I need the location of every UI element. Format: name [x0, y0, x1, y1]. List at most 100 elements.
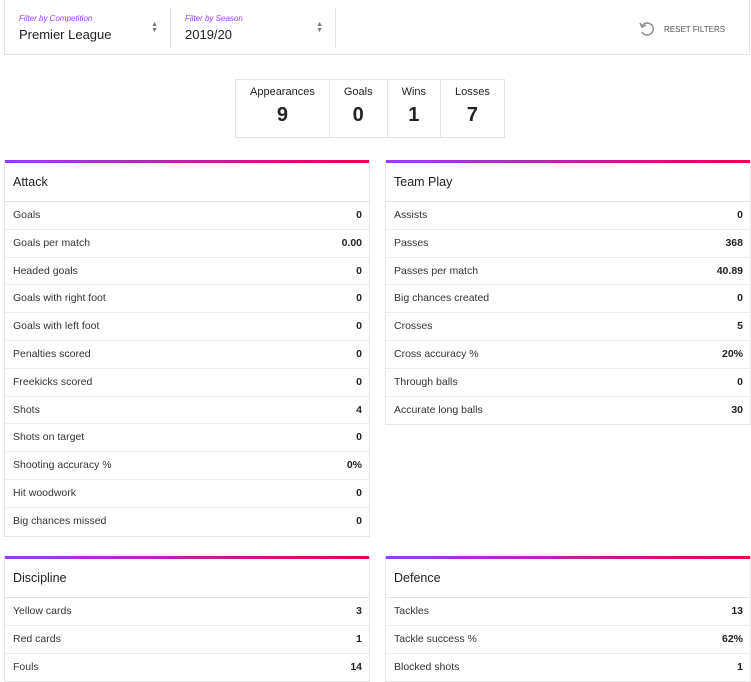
- stat-label: Goals per match: [13, 236, 91, 249]
- stat-row: Freekicks scored 0: [5, 369, 369, 397]
- stats-panel: Attack Goals 0 Goals per match 0.00 Headed go…: [4, 160, 370, 537]
- stat-row: Goals per match 0.00: [5, 230, 369, 258]
- stat-label: Big chances created: [394, 292, 490, 305]
- stat-row: Big chances missed 0: [5, 508, 369, 536]
- stat-label: Shots on target: [13, 431, 85, 444]
- filter-label: Filter by Competition: [19, 14, 93, 23]
- summary-value: 7: [466, 104, 479, 126]
- stat-label: Headed goals: [13, 264, 78, 277]
- stat-label: Tackle success %: [394, 632, 477, 645]
- stat-label: Assists: [394, 209, 428, 221]
- stat-label: Blocked shots: [394, 660, 460, 673]
- competition-filter[interactable]: Filter by Competition Premier League ▲ ▼: [5, 8, 171, 48]
- stat-value: 0: [356, 486, 362, 499]
- summary-cell: Goals 0: [330, 80, 388, 137]
- stat-value: 0: [737, 292, 743, 305]
- stat-row: Shooting accuracy % 0%: [5, 452, 369, 480]
- stat-value: 14: [350, 660, 362, 673]
- stat-value: 20%: [721, 347, 743, 360]
- stat-label: Penalties scored: [13, 347, 91, 360]
- panel-title: Discipline: [5, 559, 369, 598]
- stat-value: 368: [725, 236, 743, 249]
- stat-row: Accurate long balls 30: [386, 397, 750, 425]
- stat-value: 0: [356, 431, 362, 444]
- reset-filters[interactable]: RESET FILTERS: [638, 20, 725, 38]
- summary-cell: Appearances 9: [236, 80, 330, 137]
- panel-title: Defence: [386, 559, 750, 598]
- stat-value: 0%: [346, 459, 362, 472]
- summary-cell: Losses 7: [441, 80, 504, 137]
- summary-label: Wins: [401, 86, 427, 98]
- stat-label: Goals: [13, 209, 41, 221]
- stat-row: Shots on target 0: [5, 424, 369, 453]
- stat-row: Crosses 5: [386, 313, 750, 341]
- stat-row: Fouls 14: [5, 654, 369, 682]
- stat-row: Goals 0: [5, 202, 369, 230]
- stat-label: Crosses: [394, 320, 433, 333]
- filter-value: 2019/20: [185, 27, 232, 42]
- summary-value: 1: [408, 104, 420, 126]
- stat-label: Passes per match: [394, 264, 479, 277]
- summary-label: Losses: [455, 86, 490, 98]
- stat-label: Goals with right foot: [13, 292, 106, 305]
- filter-value: Premier League: [19, 27, 112, 42]
- select-arrow: ▲ ▼: [316, 21, 323, 34]
- stat-value: 0.00: [341, 236, 362, 249]
- stat-value: 0: [356, 347, 362, 360]
- stat-value: 0: [737, 209, 743, 221]
- stat-value: 40.89: [716, 264, 743, 277]
- reset-label: RESET FILTERS: [664, 24, 726, 34]
- stat-row: Yellow cards 3: [5, 598, 369, 626]
- stat-value: 62%: [721, 632, 743, 645]
- stat-value: 0: [356, 292, 362, 305]
- stat-label: Goals with left foot: [13, 320, 100, 333]
- summary: Appearances 9 Goals 0 Wins 1 Losses 7: [235, 79, 505, 138]
- stat-label: Freekicks scored: [13, 375, 93, 388]
- filter-bar: Filter by Competition Premier League ▲ ▼ …: [4, 0, 750, 55]
- stat-value: 1: [737, 660, 743, 673]
- stat-value: 0: [356, 209, 362, 221]
- stat-row: Through balls 0: [386, 369, 750, 397]
- stat-label: Red cards: [13, 632, 61, 645]
- stats-panel: Discipline Yellow cards 3 Red cards 1 Fouls 14: [4, 556, 370, 682]
- summary-cell: Wins 1: [388, 80, 442, 137]
- stat-row: Headed goals 0: [5, 258, 369, 286]
- stat-value: 0: [356, 375, 362, 388]
- stat-value: 13: [731, 605, 743, 617]
- stats-panel: Defence Tackles 13 Tackle success % 62% Block…: [385, 556, 751, 682]
- stat-value: 3: [356, 605, 362, 617]
- stat-label: Big chances missed: [13, 514, 107, 527]
- stat-row: Hit woodwork 0: [5, 480, 369, 508]
- stat-row: Tackles 13: [386, 598, 750, 626]
- stat-value: 4: [356, 403, 362, 416]
- summary-value: 0: [352, 104, 364, 126]
- stat-label: Yellow cards: [13, 605, 72, 617]
- stat-row: Shots 4: [5, 397, 369, 425]
- stat-row: Penalties scored 0: [5, 341, 369, 369]
- stat-value: 30: [731, 403, 743, 416]
- summary-label: Goals: [343, 86, 373, 98]
- stat-label: Shots: [13, 403, 40, 416]
- stat-row: Tackle success % 62%: [386, 626, 750, 654]
- stat-value: 5: [737, 320, 743, 333]
- stat-label: Passes: [394, 236, 429, 249]
- stat-row: Goals with left foot 0: [5, 313, 369, 341]
- stat-row: Red cards 1: [5, 626, 369, 654]
- stat-row: Goals with right foot 0: [5, 285, 369, 314]
- summary-label: Appearances: [250, 86, 315, 98]
- stat-value: 1: [356, 632, 362, 645]
- stats-panel: Team Play Assists 0 Passes 368 Passes per mat…: [385, 160, 751, 426]
- season-filter[interactable]: Filter by Season 2019/20 ▲ ▼: [171, 8, 336, 48]
- stat-row: Blocked shots 1: [386, 654, 750, 682]
- stat-value: 0: [356, 514, 362, 527]
- stat-label: Tackles: [394, 605, 430, 617]
- stat-row: Big chances created 0: [386, 285, 750, 314]
- stat-row: Passes per match 40.89: [386, 258, 750, 286]
- panel-title: Attack: [5, 163, 369, 202]
- stat-value: 0: [356, 320, 362, 333]
- stat-label: Hit woodwork: [13, 486, 77, 499]
- stat-row: Assists 0: [386, 202, 750, 230]
- stat-value: 0: [737, 375, 743, 388]
- panel-title: Team Play: [386, 163, 750, 202]
